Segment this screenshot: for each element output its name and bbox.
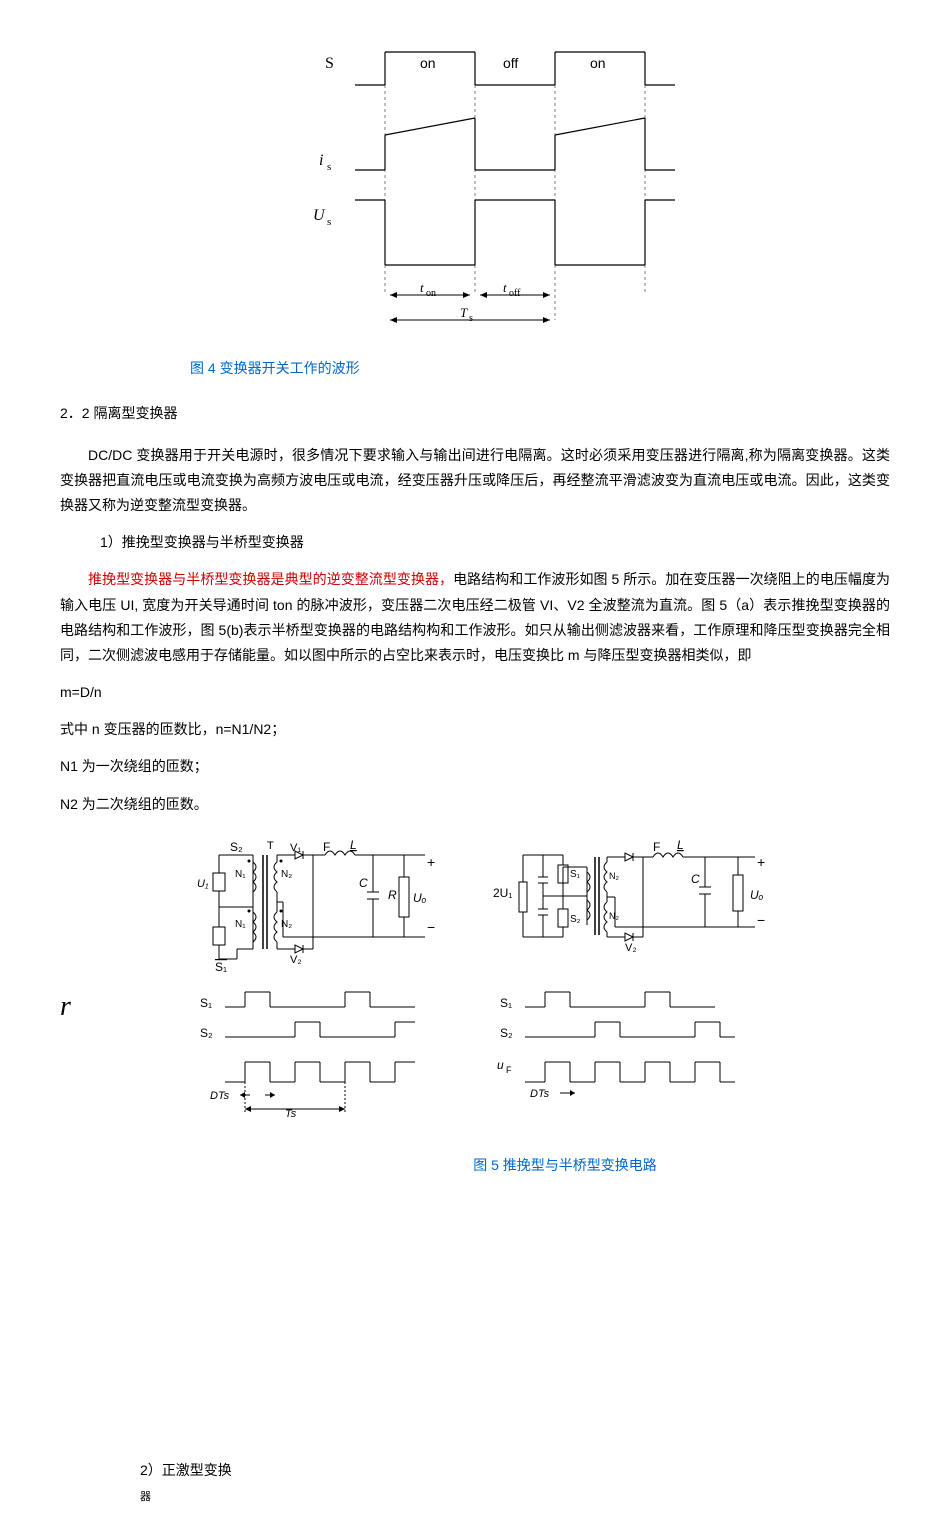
fig5a-Uo: Uₒ — [413, 891, 427, 905]
fig5b-S1: S₁ — [570, 869, 581, 880]
formula-n2: N2 为二次绕组的匝数。 — [60, 792, 890, 817]
figure5-caption: 图 5 推挽型与半桥型变换电路 — [120, 1153, 890, 1178]
label-off: off — [503, 55, 518, 71]
figure4-container: S on off on i s U s — [60, 40, 890, 381]
section-2-2-p1: DC/DC 变换器用于开关电源时，很多情况下要求输入与输出间进行电隔离。这时必须… — [60, 443, 890, 519]
fig5a-N1: N₁ — [235, 869, 246, 880]
fig5a-V1: V₁ — [290, 842, 301, 854]
fig5a-R: R — [388, 888, 397, 902]
p2-highlight: 推挽型变换器与半桥型变换器是典型的逆变整流型变换器， — [88, 571, 453, 587]
label-is-sub: s — [327, 161, 331, 173]
label-Us: U — [313, 207, 326, 224]
label-Ts: T — [460, 305, 468, 320]
fig5b-C: C — [691, 872, 700, 886]
figure4-caption: 图 4 变换器开关工作的波形 — [60, 356, 890, 381]
section-2-2-p2: 推挽型变换器与半桥型变换器是典型的逆变整流型变换器，电路结构和工作波形如图 5 … — [60, 567, 890, 668]
fig5b-uF-sub: F — [506, 1065, 512, 1075]
fig5b-S2: S₂ — [570, 914, 581, 925]
figure5-container: r S₂ U₁ T — [60, 837, 890, 1178]
section-next-heading: 2）正激型变换 器 — [140, 1458, 890, 1508]
label-on1: on — [420, 55, 436, 71]
large-r-symbol: r — [60, 991, 71, 1022]
section-2-2-heading: 2．2 隔离型变换器 — [60, 401, 890, 426]
fig5a-wave-S1: S₁ — [200, 996, 212, 1010]
fig5b-wave-S1: S₁ — [500, 996, 512, 1010]
label-on2: on — [590, 55, 606, 71]
fig5-left-circuit: S₂ U₁ T N₁ N₁ — [197, 838, 435, 1120]
fig5b-2U1: 2U₁ — [493, 886, 512, 900]
fig5a-S2: S₂ — [230, 840, 243, 854]
fig5b-wave-S2: S₂ — [500, 1026, 513, 1040]
fig5b-plus: + — [757, 854, 765, 870]
fig5b-Uo: Uₒ — [750, 888, 764, 902]
fig5a-F: F — [323, 840, 330, 854]
fig5a-Ts: Ts — [285, 1108, 297, 1120]
fig5a-N1b: N₁ — [235, 919, 246, 930]
label-ton: t — [420, 280, 424, 295]
formula-m: m=D/n — [60, 680, 890, 705]
label-toff: t — [503, 280, 507, 295]
fig5a-plus: + — [427, 854, 435, 870]
fig5b-uF: u — [497, 1058, 504, 1072]
section-2-2-sub1: 1）推挽型变换器与半桥型变换器 — [100, 530, 890, 555]
fig5a-DTs: DTs — [210, 1090, 230, 1102]
label-is: i — [319, 152, 323, 169]
fig5a-C: C — [359, 876, 368, 890]
fig5a-S1: S₁ — [215, 960, 227, 974]
fig5a-wave-S2: S₂ — [200, 1026, 213, 1040]
fig5a-V2: V₂ — [290, 954, 302, 966]
label-Ts-sub: s — [469, 313, 473, 324]
label-ton-sub: on — [426, 288, 436, 299]
fig5a-T: T — [267, 840, 274, 852]
label-S: S — [325, 55, 334, 72]
label-Us-sub: s — [327, 216, 331, 228]
label-toff-sub: off — [509, 288, 521, 299]
figure5-svg: S₂ U₁ T N₁ N₁ — [195, 837, 815, 1137]
fig5b-minus: − — [757, 912, 765, 928]
fig5b-N2: N₂ — [609, 871, 619, 881]
fig5b-N2b: N₂ — [609, 911, 619, 921]
fig5b-V2: V₂ — [625, 942, 637, 954]
fig5b-DTs: DTs — [530, 1088, 550, 1100]
figure4-svg: S on off on i s U s — [255, 40, 695, 340]
fig5b-F: F — [653, 840, 660, 854]
fig5a-U1: U₁ — [197, 878, 209, 890]
fig5b-L: L — [677, 838, 684, 852]
fig5a-minus: − — [427, 919, 435, 935]
fig5a-L: L — [350, 838, 357, 852]
formula-n1: N1 为一次绕组的匝数； — [60, 754, 890, 779]
fig5-right-circuit: 2U₁ S₁ S₂ — [493, 838, 765, 1100]
formula-n-def: 式中 n 变压器的匝数比，n=N1/N2； — [60, 717, 890, 742]
fig5a-N2: N₂ — [281, 869, 292, 880]
